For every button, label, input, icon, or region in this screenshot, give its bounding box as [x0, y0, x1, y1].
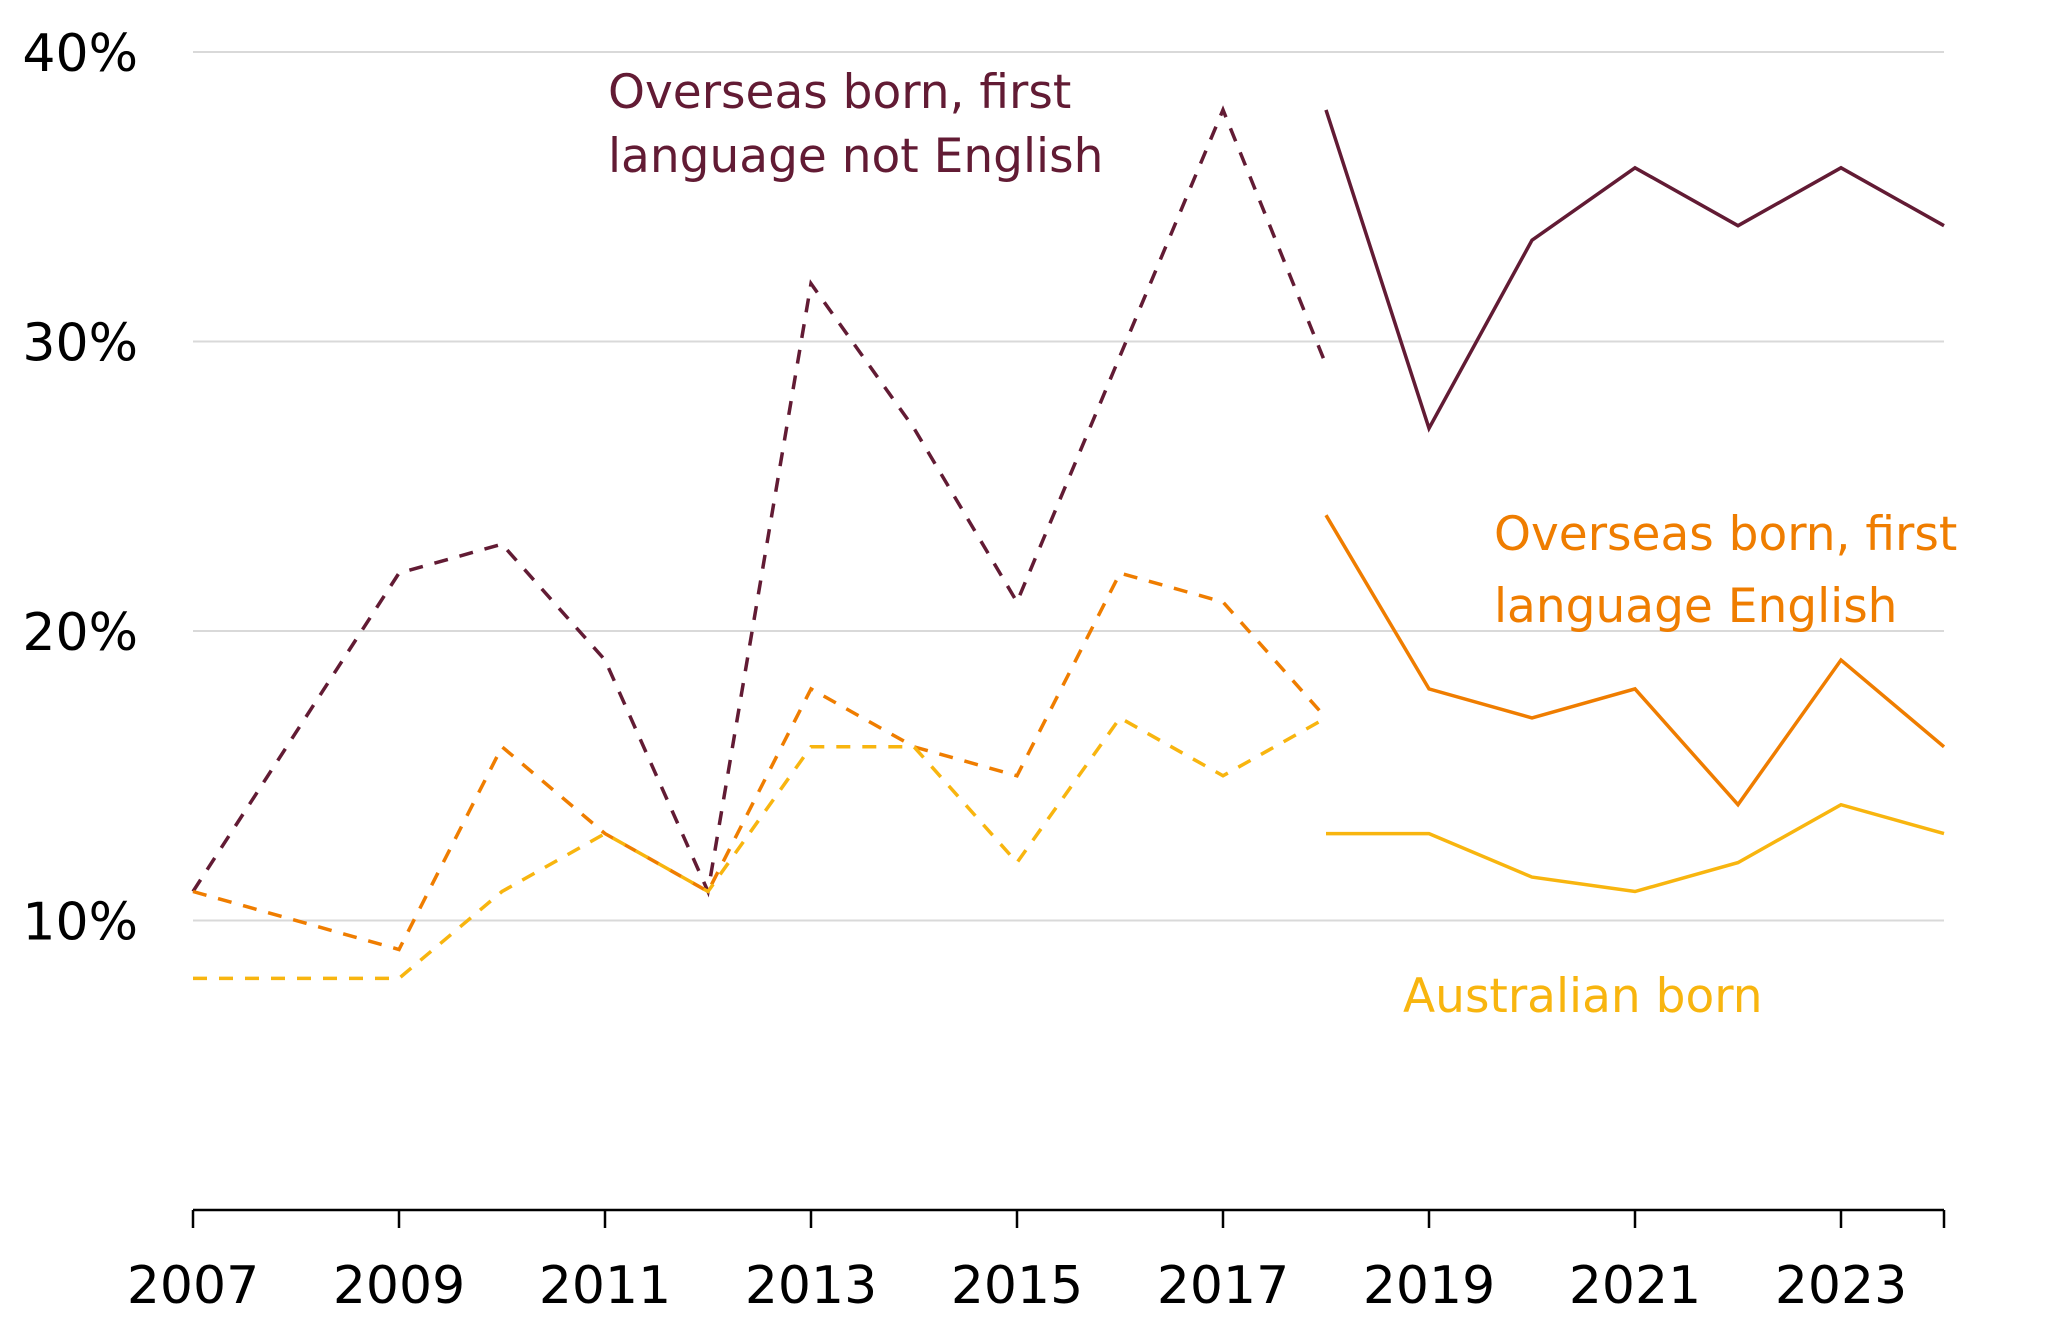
y-tick-label: 20%	[22, 603, 138, 663]
series-label-line: Overseas born, first	[1494, 507, 1957, 562]
series-label-line: language English	[1494, 579, 1897, 634]
series-lines	[191, 105, 1946, 981]
series-line-solid	[1324, 109, 1945, 433]
x-tick-label: 2021	[1569, 1256, 1701, 1316]
x-tick-label: 2011	[539, 1256, 671, 1316]
series-line-dashed	[193, 715, 1327, 981]
series-label-australian-born: Australian born	[1403, 969, 1763, 1024]
y-tick-label: 10%	[22, 893, 138, 953]
series-label-line: Overseas born, first	[608, 65, 1071, 120]
y-tick-label: 30%	[22, 314, 138, 374]
x-axis: 2007 2009 2011 2013 2015 2017 2019 2021 2023	[127, 1208, 1946, 1316]
x-tick-label: 2017	[1157, 1256, 1289, 1316]
series-label-line: Australian born	[1403, 969, 1763, 1024]
series-labels: Overseas born, first language not Englis…	[608, 65, 1972, 1024]
series-label-overseas-non-english: Overseas born, first language not Englis…	[608, 65, 1103, 184]
y-tick-label: 40%	[22, 24, 138, 84]
gridlines	[193, 51, 1944, 922]
series-line-solid	[1326, 802, 1945, 894]
series-0	[191, 105, 1945, 898]
series-label-line: language not English	[608, 129, 1103, 184]
x-tick-label: 2009	[333, 1256, 465, 1316]
series-line-dashed	[192, 571, 1328, 952]
series-2	[193, 715, 1945, 981]
x-tick-label: 2023	[1775, 1256, 1907, 1316]
y-axis-labels: 10% 20% 30% 40%	[22, 24, 138, 953]
series-label-overseas-english: Overseas born, first language English	[1494, 507, 1972, 634]
series-line-solid	[1324, 514, 1946, 808]
x-tick-label: 2015	[951, 1256, 1083, 1316]
series-line-dashed	[191, 105, 1328, 898]
x-tick-label: 2013	[745, 1256, 877, 1316]
x-tick-label: 2019	[1363, 1256, 1495, 1316]
x-tick-label: 2007	[127, 1256, 259, 1316]
series-1	[192, 514, 1946, 952]
